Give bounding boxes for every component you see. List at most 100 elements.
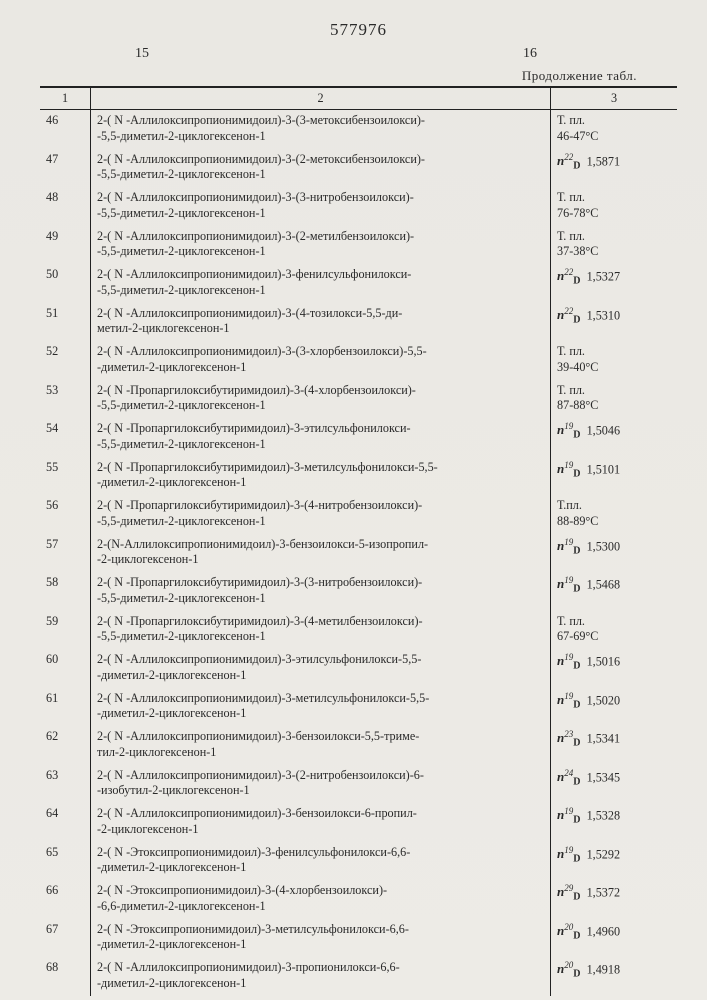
property-value: n24D 1,5345 [551,765,678,804]
compound-line1: 2-( N -Аллилоксипропионимидоил)-3-(3-хло… [97,344,546,359]
compound-line2: -5,5-диметил-2-циклогексенон-1 [97,398,546,413]
col-header-1: 1 [40,87,91,110]
compound-name: 2-( N -Аллилоксипропионимидоил)-3-(2-мет… [91,149,551,188]
compound-line2: -6,6-диметил-2-циклогексенон-1 [97,899,546,914]
compound-line2: -диметил-2-циклогексенон-1 [97,937,546,952]
melting-point-prefix: Т. пл. [557,229,673,244]
property-value: n19D 1,5468 [551,572,678,611]
compound-name: 2-( N -Аллилоксипропионимидоил)-3-(2-нит… [91,765,551,804]
melting-point-prefix: Т. пл. [557,614,673,629]
refractive-index-value: 1,5046 [580,424,620,438]
compound-line2: -диметил-2-циклогексенон-1 [97,475,546,490]
row-index: 56 [40,495,91,534]
property-value: Т. пл.87-88°С [551,380,678,419]
compound-line2: тил-2-циклогексенон-1 [97,745,546,760]
compound-line1: 2-( N -Пропаргилоксибутиримидоил)-3-(3-н… [97,575,546,590]
refractive-index-value: 1,4960 [580,924,620,938]
table-row: 582-( N -Пропаргилоксибутиримидоил)-3-(3… [40,572,677,611]
melting-point-prefix: Т. пл. [557,190,673,205]
compound-line2: -диметил-2-циклогексенон-1 [97,668,546,683]
refractive-index-symbol: n19D [557,460,580,481]
table-row: 682-( N -Аллилоксипропионимидоил)-3-проп… [40,957,677,996]
page-number-right: 16 [523,46,537,62]
refractive-index-value: 1,5327 [580,270,620,284]
compound-line2: -диметил-2-циклогексенон-1 [97,976,546,991]
compound-line2: -2-циклогексенон-1 [97,552,546,567]
compound-line1: 2-( N -Пропаргилоксибутиримидоил)-3-(4-х… [97,383,546,398]
compound-line1: 2-( N -Аллилоксипропионимидоил)-3-(3-нит… [97,190,546,205]
property-value: Т. пл.39-40°С [551,341,678,380]
table-row: 472-( N -Аллилоксипропионимидоил)-3-(2-м… [40,149,677,188]
compound-name: 2-(N-Аллилоксипропионимидоил)-3-бензоило… [91,534,551,573]
refractive-index-symbol: n19D [557,845,580,866]
refractive-index-symbol: n19D [557,652,580,673]
compound-line2: -5,5-диметил-2-циклогексенон-1 [97,283,546,298]
row-index: 67 [40,919,91,958]
table-row: 592-( N -Пропаргилоксибутиримидоил)-3-(4… [40,611,677,650]
table-row: 67 2-( N -Этоксипропионимидоил)-3-метилсу… [40,919,677,958]
compound-line1: 2-( N -Этоксипропионимидоил)-3-фенилсуль… [97,845,546,860]
table-row: 622-( N -Аллилоксипропионимидоил)-3-бенз… [40,726,677,765]
compound-line1: 2-( N -Аллилоксипропионимидоил)-3-этилсу… [97,652,546,667]
compound-line2: -диметил-2-циклогексенон-1 [97,860,546,875]
compound-line2: -5,5-диметил-2-циклогексенон-1 [97,244,546,259]
table-row: 462-( N -Аллилоксипропионимидоил)-3-(3-м… [40,110,677,149]
compound-line1: 2-( N -Пропаргилоксибутиримидоил)-3-мети… [97,460,546,475]
property-value: n19D 1,5046 [551,418,678,457]
compound-line2: -2-циклогексенон-1 [97,822,546,837]
compound-name: 2-( N -Аллилоксипропионимидоил)-3-(4-тоз… [91,303,551,342]
melting-point-value: 87-88°С [557,398,673,413]
refractive-index-value: 1,4918 [580,963,620,977]
row-index: 62 [40,726,91,765]
property-value: Т. пл.76-78°С [551,187,678,226]
refractive-index-symbol: n19D [557,575,580,596]
row-index: 47 [40,149,91,188]
property-value: n20D 1,4960 [551,919,678,958]
refractive-index-value: 1,5020 [580,693,620,707]
compound-line2: -изобутил-2-циклогексенон-1 [97,783,546,798]
property-value: Т. пл.67-69°С [551,611,678,650]
melting-point-value: 67-69°С [557,629,673,644]
compound-line2: -5,5-диметил-2-циклогексенон-1 [97,629,546,644]
row-index: 46 [40,110,91,149]
refractive-index-value: 1,5468 [580,578,620,592]
property-value: n20D 1,4918 [551,957,678,996]
table-row: 502-( N -Аллилоксипропионимидоил)-3-фени… [40,264,677,303]
property-value: n19D 1,5016 [551,649,678,688]
property-value: Т.пл.88-89°С [551,495,678,534]
compound-line2: -5,5-диметил-2-циклогексенон-1 [97,167,546,182]
row-index: 53 [40,380,91,419]
compound-name: 2-( N -Пропаргилоксибутиримидоил)-3-(3-н… [91,572,551,611]
compound-line2: -5,5-диметил-2-циклогексенон-1 [97,437,546,452]
compound-line2: -5,5-диметил-2-циклогексенон-1 [97,206,546,221]
patent-number: 577976 [40,20,677,40]
refractive-index-symbol: n29D [557,883,580,904]
compound-name: 2-( N -Аллилоксипропионимидоил)-3-пропио… [91,957,551,996]
refractive-index-value: 1,5310 [580,308,620,322]
melting-point-value: 88-89°С [557,514,673,529]
table-row: 562-( N -Пропаргилоксибутиримидоил)-3-(4… [40,495,677,534]
compound-line1: 2-( N -Аллилоксипропионимидоил)-3-метилс… [97,691,546,706]
property-value: n19D 1,5020 [551,688,678,727]
compound-line1: 2-( N -Этоксипропионимидоил)-3-метилсуль… [97,922,546,937]
refractive-index-symbol: n22D [557,267,580,288]
table-head-row: 1 2 3 [40,87,677,110]
refractive-index-value: 1,5300 [580,539,620,553]
compound-line2: -5,5-диметил-2-циклогексенон-1 [97,514,546,529]
compound-name: 2-( N -Пропаргилоксибутиримидоил)-3-(4-н… [91,495,551,534]
compound-line1: 2-( N -Аллилоксипропионимидоил)-3-(2-нит… [97,768,546,783]
refractive-index-symbol: n19D [557,537,580,558]
compound-line1: 2-( N -Аллилоксипропионимидоил)-3-фенилс… [97,267,546,282]
compound-name: 2-( N -Аллилоксипропионимидоил)-3-метилс… [91,688,551,727]
property-value: n19D 1,5292 [551,842,678,881]
compound-name: 2-( N -Пропаргилоксибутиримидоил)-3-(4-м… [91,611,551,650]
property-value: n22D 1,5310 [551,303,678,342]
refractive-index-value: 1,5328 [580,809,620,823]
refractive-index-value: 1,5016 [580,655,620,669]
table-row: 552-( N -Пропаргилоксибутиримидоил)-3-ме… [40,457,677,496]
table-row: 492-( N -Аллилоксипропионимидоил)-3-(2-м… [40,226,677,265]
table-row: 512-( N -Аллилоксипропионимидоил)-3-(4-т… [40,303,677,342]
compound-line2: -5,5-диметил-2-циклогексенон-1 [97,129,546,144]
compound-name: 2-( N -Аллилоксипропионимидоил)-3-этилсу… [91,649,551,688]
compound-name: 2-( N -Аллилоксипропионимидоил)-3-бензои… [91,803,551,842]
